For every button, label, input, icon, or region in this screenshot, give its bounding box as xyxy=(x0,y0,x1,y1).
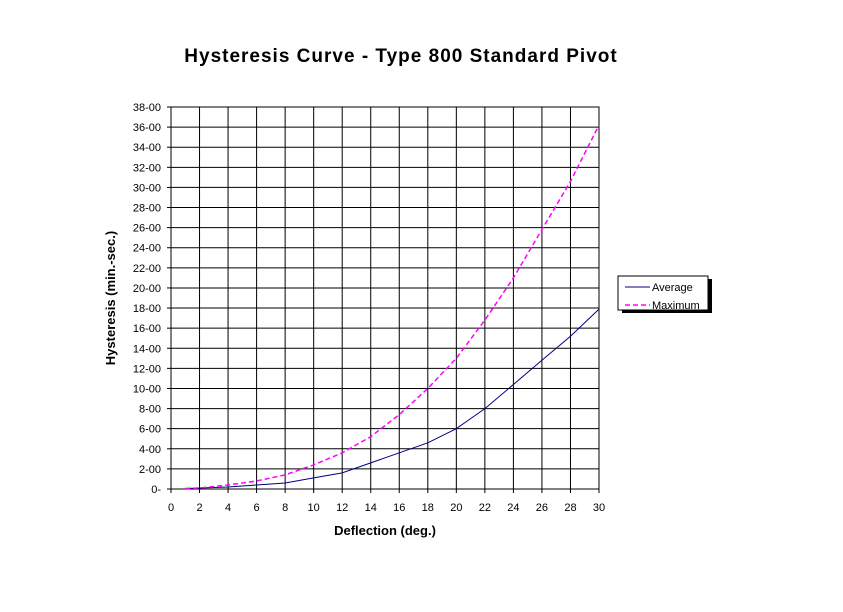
y-tick-label: 4-00 xyxy=(139,444,161,456)
legend-label-maximum: Maximum xyxy=(652,300,700,312)
y-tick-label: 22-00 xyxy=(133,263,161,275)
y-tick-label: 26-00 xyxy=(133,223,161,235)
x-tick-label: 30 xyxy=(593,502,605,514)
y-tick-label: 10-00 xyxy=(133,383,161,395)
y-tick-label: 36-00 xyxy=(133,122,161,134)
y-tick-label: 6-00 xyxy=(139,424,161,436)
plot-border xyxy=(170,106,600,490)
y-tick-label: 18-00 xyxy=(133,303,161,315)
series-layer xyxy=(185,124,600,490)
y-tick-label: 28-00 xyxy=(133,203,161,215)
x-tick-label: 18 xyxy=(422,502,434,514)
x-tick-label: 20 xyxy=(450,502,462,514)
y-tick-label: 12-00 xyxy=(133,363,161,375)
x-axis-ticks: 0 2 4 6 8 10 12 14 16 18 20 22 24 26 28 30 xyxy=(168,489,605,514)
y-tick-label: 14-00 xyxy=(133,343,161,355)
x-tick-label: 12 xyxy=(336,502,348,514)
series-line-average xyxy=(185,308,600,489)
y-tick-label: 2-00 xyxy=(139,464,161,476)
x-tick-label: 2 xyxy=(196,502,202,514)
x-tick-label: 28 xyxy=(564,502,576,514)
y-tick-label: 8-00 xyxy=(139,404,161,416)
series-line-maximum xyxy=(185,124,600,490)
legend-label-average: Average xyxy=(652,282,693,294)
x-tick-label: 6 xyxy=(254,502,260,514)
y-tick-label: 32-00 xyxy=(133,162,161,174)
y-tick-label: 38-00 xyxy=(133,102,161,114)
x-tick-label: 14 xyxy=(365,502,377,514)
y-tick-label: 24-00 xyxy=(133,243,161,255)
x-tick-label: 26 xyxy=(536,502,548,514)
x-axis-label: Deflection (deg.) xyxy=(334,523,436,538)
y-axis-ticks: 0- 2-00 4-00 6-00 8-00 10-00 12-00 14-00 16-00 18… xyxy=(133,102,171,496)
y-tick-label: 0- xyxy=(151,484,161,496)
y-tick-label: 20-00 xyxy=(133,283,161,295)
y-tick-label: 34-00 xyxy=(133,142,161,154)
x-tick-label: 8 xyxy=(282,502,288,514)
chart-title: Hysteresis Curve - Type 800 Standard Piv… xyxy=(184,46,618,67)
y-tick-label: 30-00 xyxy=(133,182,161,194)
x-tick-label: 0 xyxy=(168,502,174,514)
x-tick-label: 10 xyxy=(308,502,320,514)
x-tick-label: 24 xyxy=(507,502,519,514)
y-tick-label: 16-00 xyxy=(133,323,161,335)
grid xyxy=(170,106,600,490)
x-tick-label: 4 xyxy=(225,502,231,514)
y-axis-label: Hysteresis (min.-sec.) xyxy=(103,231,118,365)
x-tick-label: 16 xyxy=(393,502,405,514)
legend: Average Maximum xyxy=(617,275,712,313)
x-tick-label: 22 xyxy=(479,502,491,514)
